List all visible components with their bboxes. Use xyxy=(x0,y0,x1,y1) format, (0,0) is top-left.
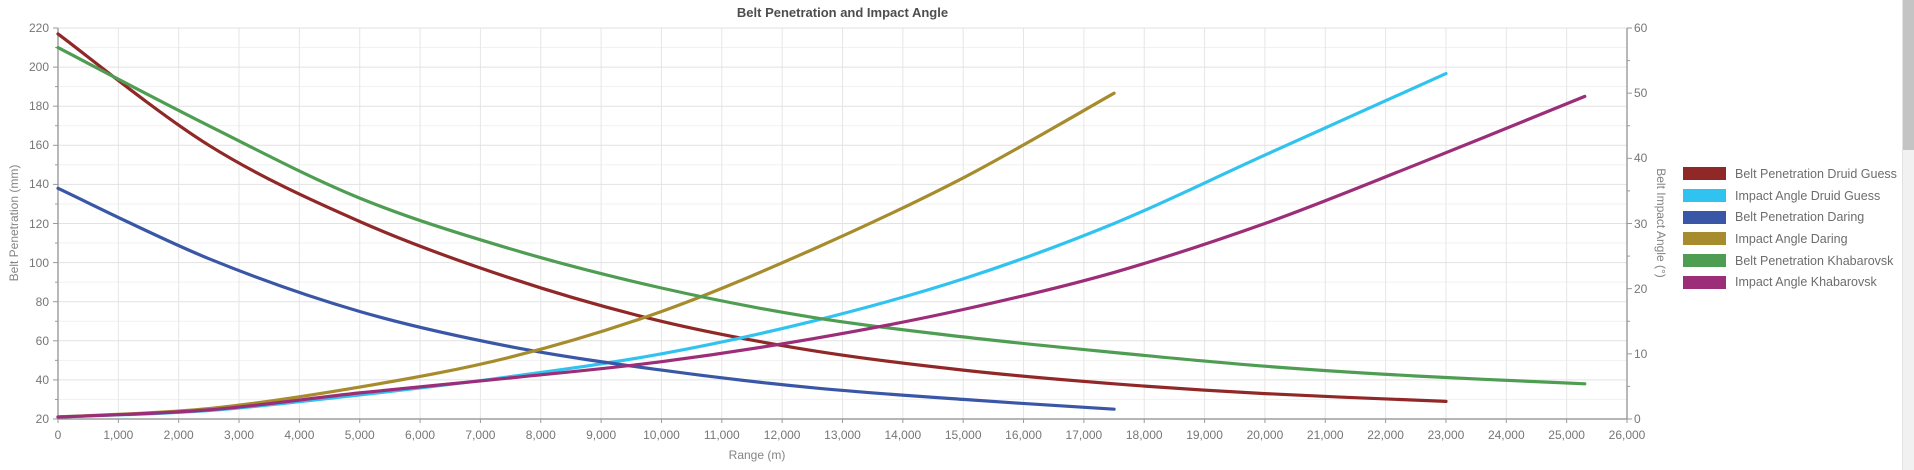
legend-item-label: Impact Angle Druid Guess xyxy=(1735,188,1881,203)
y-right-tick-label: 60 xyxy=(1634,21,1648,35)
legend-item-label: Impact Angle Daring xyxy=(1735,231,1848,246)
legend-swatch xyxy=(1683,189,1726,203)
x-tick-label: 10,000 xyxy=(643,428,680,442)
x-axis-label: Range (m) xyxy=(728,448,786,462)
legend-swatch xyxy=(1683,210,1726,224)
legend-item-impact-angle-druid-guess[interactable]: Impact Angle Druid Guess xyxy=(1683,185,1897,207)
y-left-tick-label: 180 xyxy=(28,99,49,114)
y-right-tick-label: 0 xyxy=(1634,412,1641,426)
x-tick-label: 19,000 xyxy=(1186,428,1223,442)
x-tick-label: 16,000 xyxy=(1005,428,1042,442)
x-tick-label: 11,000 xyxy=(703,428,740,442)
legend-item-impact-angle-khabarovsk[interactable]: Impact Angle Khabarovsk xyxy=(1683,271,1897,293)
x-tick-label: 21,000 xyxy=(1306,428,1344,442)
legend-item-belt-penetration-daring[interactable]: Belt Penetration Daring xyxy=(1683,206,1897,228)
x-tick-label: 13,000 xyxy=(824,428,861,442)
x-tick-label: 9,000 xyxy=(586,428,617,442)
legend-item-impact-angle-daring[interactable]: Impact Angle Daring xyxy=(1683,228,1897,250)
series-line-belt-penetration-druid-guess xyxy=(56,32,1448,403)
y-left-tick-label: 140 xyxy=(28,177,49,192)
x-tick-label: 18,000 xyxy=(1125,428,1163,442)
y-left-tick-label: 80 xyxy=(35,294,49,309)
chart-title: Belt Penetration and Impact Angle xyxy=(736,5,949,20)
x-tick-label: 23,000 xyxy=(1427,428,1465,442)
y-left-tick-label: 120 xyxy=(28,216,49,231)
x-tick-label: 5,000 xyxy=(344,428,375,442)
legend-item-belt-penetration-druid-guess[interactable]: Belt Penetration Druid Guess xyxy=(1683,163,1897,185)
y-left-tick-label: 160 xyxy=(28,138,49,153)
x-tick-label: 3,000 xyxy=(224,428,255,442)
y-right-tick-label: 20 xyxy=(1634,281,1648,296)
legend-swatch xyxy=(1683,167,1726,181)
legend-swatch xyxy=(1683,275,1726,289)
y-left-tick-label: 100 xyxy=(28,255,49,270)
x-tick-label: 7,000 xyxy=(465,428,496,442)
x-tick-label: 17,000 xyxy=(1065,428,1103,442)
y-right-tick-label: 50 xyxy=(1634,86,1648,101)
legend-swatch xyxy=(1683,254,1726,268)
legend-item-label: Belt Penetration Druid Guess xyxy=(1735,166,1897,181)
y-left-tick-label: 60 xyxy=(35,333,49,348)
y-right-tick-label: 10 xyxy=(1634,346,1648,361)
series-line-belt-penetration-khabarovsk xyxy=(56,46,1587,386)
legend-item-belt-penetration-khabarovsk[interactable]: Belt Penetration Khabarovsk xyxy=(1683,250,1897,272)
y-right-tick-label: 30 xyxy=(1634,216,1648,231)
x-tick-label: 12,000 xyxy=(763,428,801,442)
series-line-impact-angle-daring xyxy=(56,91,1116,419)
scrollbar-thumb[interactable] xyxy=(1903,0,1914,150)
y-right-tick-label: 40 xyxy=(1634,151,1648,166)
y-left-tick-label: 220 xyxy=(28,21,49,35)
x-tick-label: 20,000 xyxy=(1246,428,1284,442)
series-line-belt-penetration-daring xyxy=(56,186,1116,411)
x-tick-label: 6,000 xyxy=(405,428,436,442)
x-tick-label: 24,000 xyxy=(1487,428,1525,442)
legend-item-label: Belt Penetration Khabarovsk xyxy=(1735,253,1894,268)
x-tick-label: 14,000 xyxy=(884,428,922,442)
x-tick-label: 1,000 xyxy=(103,428,134,442)
x-tick-label: 22,000 xyxy=(1367,428,1404,442)
x-tick-label: 0 xyxy=(54,428,62,442)
x-tick-label: 2,000 xyxy=(163,428,194,442)
x-tick-label: 15,000 xyxy=(944,428,982,442)
legend-item-label: Belt Penetration Daring xyxy=(1735,210,1865,225)
series-line-impact-angle-khabarovsk xyxy=(56,94,1587,419)
x-tick-label: 8,000 xyxy=(525,428,556,442)
legend-swatch xyxy=(1683,232,1726,246)
y-right-axis-label: Belt Impact Angle (°) xyxy=(1654,168,1668,278)
y-left-tick-label: 40 xyxy=(35,372,49,387)
scrollbar-track[interactable] xyxy=(1902,0,1914,470)
x-tick-label: 25,000 xyxy=(1548,428,1585,442)
x-tick-label: 26,000 xyxy=(1608,428,1646,442)
y-left-tick-label: 20 xyxy=(35,412,49,426)
x-tick-label: 4,000 xyxy=(284,428,315,442)
y-left-tick-label: 200 xyxy=(28,60,49,75)
legend-item-label: Impact Angle Khabarovsk xyxy=(1735,275,1877,290)
legend: Belt Penetration Druid Guess Impact Angle… xyxy=(1683,163,1897,293)
